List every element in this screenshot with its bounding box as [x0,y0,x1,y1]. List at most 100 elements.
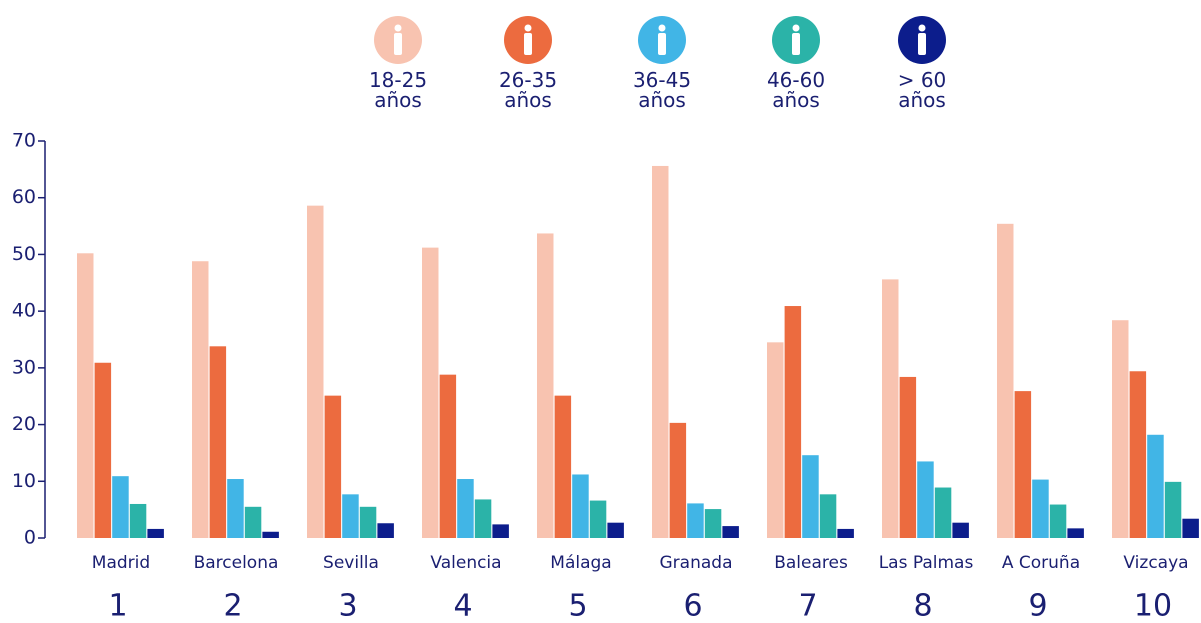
legend-label: 18-25 años [368,68,428,112]
bar [77,253,94,538]
icon-head [524,24,532,32]
bar [474,499,492,538]
rank-label: 8 [913,589,932,623]
bar [1164,481,1182,538]
bar [439,374,457,538]
bar [112,476,129,538]
bar [554,395,572,538]
y-tick-label: 30 [12,356,36,378]
bar [422,247,439,538]
rank-label: 5 [568,589,587,623]
x-tick-label: Sevilla [323,553,379,573]
bar [1129,371,1147,538]
bar [1032,479,1049,538]
bar [837,528,854,538]
bar [359,506,377,538]
rank-label: 9 [1028,589,1047,623]
legend-icon [374,16,422,64]
bar [784,306,802,538]
bar [819,494,837,538]
bar [669,422,687,538]
legend-icon [898,16,946,64]
legend-icon [504,16,552,64]
bar [209,346,227,538]
bar [687,503,704,538]
y-tick-label: 0 [24,527,36,549]
y-tick-label: 70 [12,130,36,152]
bar [802,455,819,538]
rank-label: 3 [338,589,357,623]
legend-label: > 60 años [897,68,947,112]
legend-icon [638,16,686,64]
bar [1182,518,1199,538]
legend-label: 36-45 años [632,68,692,112]
bar [607,522,624,538]
bar [652,165,669,538]
x-tick-label: Barcelona [194,553,279,573]
x-tick-label: Málaga [550,553,611,573]
bar [767,342,784,538]
bar [192,261,209,538]
bar [952,522,969,538]
bar [324,395,342,538]
bar [1147,434,1164,538]
y-tick-label: 50 [12,243,36,265]
bar [882,279,899,538]
icon-body [658,33,666,55]
bar [342,494,359,538]
x-tick-label: Las Palmas [879,553,974,573]
bar [244,506,262,538]
rank-label: 2 [223,589,242,623]
bar [997,223,1014,538]
bar [572,474,589,538]
icon-body [792,33,800,55]
y-tick-label: 20 [12,413,36,435]
bar [1112,320,1129,538]
bar [1067,528,1084,538]
icon-body [918,33,926,55]
x-tick-label: Madrid [92,553,150,573]
bar [704,509,722,538]
icon-head [918,24,926,32]
y-tick-label: 60 [12,186,36,208]
legend-icon [772,16,820,64]
bar [589,500,607,538]
icon-body [394,33,402,55]
rank-label: 4 [453,589,472,623]
x-tick-label: Baleares [774,553,848,573]
bar [147,528,164,538]
legend-label: 26-35 años [498,68,558,112]
bar [377,523,394,538]
rank-label: 1 [108,589,127,623]
bar [457,479,474,538]
legend-label: 46-60 años [766,68,826,112]
bar [722,526,739,538]
bar [1049,504,1067,538]
icon-head [792,24,800,32]
x-tick-label: Valencia [430,553,501,573]
rank-label: 10 [1134,589,1172,623]
bar [129,503,147,538]
rank-label: 6 [683,589,702,623]
bar [917,461,934,538]
bar [262,531,279,538]
icon-head [658,24,666,32]
y-tick-label: 10 [12,470,36,492]
icon-body [524,33,532,55]
bar [492,524,509,538]
rank-label: 7 [798,589,817,623]
bar [94,362,112,538]
bar [899,376,917,538]
bar [1014,391,1032,538]
x-tick-label: Granada [660,553,733,573]
icon-head [394,24,402,32]
x-tick-label: A Coruña [1002,553,1080,573]
x-tick-label: Vizcaya [1123,553,1188,573]
bar [307,205,324,538]
bar [227,479,244,538]
y-tick-label: 40 [12,300,36,322]
bar [537,233,554,539]
bar [934,487,952,538]
